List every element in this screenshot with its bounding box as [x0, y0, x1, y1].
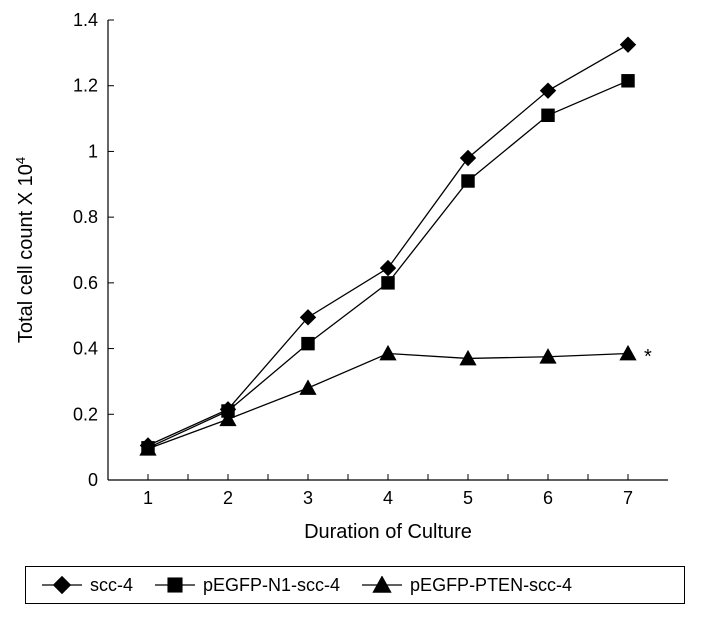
- svg-text:0.6: 0.6: [73, 273, 98, 293]
- svg-text:1.2: 1.2: [73, 76, 98, 96]
- svg-text:7: 7: [623, 488, 633, 508]
- svg-text:0.8: 0.8: [73, 207, 98, 227]
- svg-text:2: 2: [223, 488, 233, 508]
- svg-text:0.2: 0.2: [73, 404, 98, 424]
- svg-text:5: 5: [463, 488, 473, 508]
- chart-container: 0 0.2 0.4 0.6 0.8 1 1.2 1.4 1 2 3 4 5 6 7 Duration of C…: [0, 0, 720, 617]
- svg-text:6: 6: [543, 488, 553, 508]
- legend-item-pegfp-pten-scc-4: pEGFP-PTEN-scc-4: [360, 575, 572, 596]
- svg-text:1.4: 1.4: [73, 10, 98, 30]
- line-chart: 0 0.2 0.4 0.6 0.8 1 1.2 1.4 1 2 3 4 5 6 7 Duration of C…: [0, 0, 720, 560]
- legend: scc-4 pEGFP-N1-scc-4 pEGFP-PTEN-scc-4: [25, 566, 685, 604]
- svg-text:1: 1: [88, 141, 98, 161]
- svg-text:0.4: 0.4: [73, 339, 98, 359]
- legend-label: scc-4: [90, 575, 133, 596]
- svg-text:0: 0: [88, 470, 98, 490]
- square-marker-icon: [153, 576, 197, 594]
- significance-asterisk: *: [644, 346, 652, 369]
- legend-label: pEGFP-N1-scc-4: [203, 575, 340, 596]
- svg-text:1: 1: [143, 488, 153, 508]
- legend-label: pEGFP-PTEN-scc-4: [410, 575, 572, 596]
- legend-item-pegfp-n1-scc-4: pEGFP-N1-scc-4: [153, 575, 340, 596]
- diamond-marker-icon: [40, 576, 84, 594]
- svg-text:Total cell count X 104: Total cell count X 104: [13, 157, 38, 343]
- svg-text:4: 4: [383, 488, 393, 508]
- triangle-marker-icon: [360, 576, 404, 594]
- svg-text:3: 3: [303, 488, 313, 508]
- svg-text:Duration of Culture: Duration of Culture: [304, 521, 472, 543]
- legend-item-scc-4: scc-4: [40, 575, 133, 596]
